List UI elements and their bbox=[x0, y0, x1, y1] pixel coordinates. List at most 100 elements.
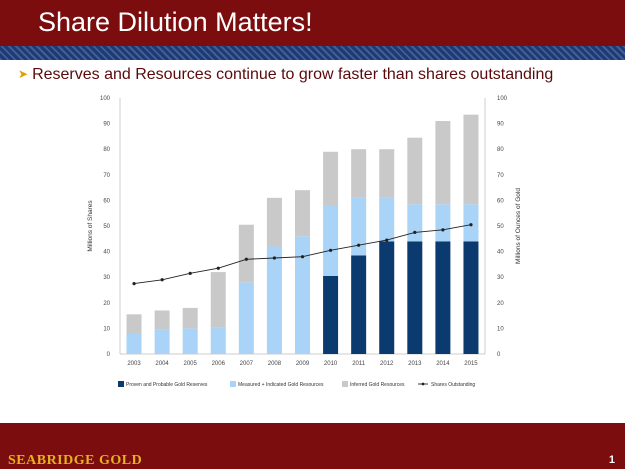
x-tick-label: 2006 bbox=[212, 361, 226, 367]
shares-point bbox=[469, 223, 473, 227]
bullet-text: Reserves and Resources continue to grow … bbox=[32, 66, 554, 83]
x-tick-label: 2014 bbox=[436, 361, 450, 367]
legend-swatch bbox=[118, 381, 124, 387]
bar-segment bbox=[266, 197, 282, 247]
left-axis-title: Millions of Shares bbox=[87, 200, 94, 252]
bar-segment bbox=[407, 137, 423, 205]
right-tick-label: 50 bbox=[497, 224, 504, 230]
left-tick-label: 40 bbox=[103, 250, 110, 256]
left-tick-label: 20 bbox=[103, 301, 110, 307]
right-tick-label: 60 bbox=[497, 198, 504, 204]
gold-shares-chart: 0 0 10 10 20 20 30 30 40 40 50 50 60 60 70 70 80 80 90 90 10… bbox=[87, 96, 522, 388]
right-axis-title: Millions of Ounces of Gold bbox=[515, 188, 522, 264]
bar-segment bbox=[379, 149, 395, 198]
x-tick-label: 2015 bbox=[464, 361, 478, 367]
right-tick-label: 0 bbox=[497, 352, 501, 358]
bar-segment bbox=[182, 328, 198, 354]
bar-segment bbox=[463, 241, 479, 354]
shares-point bbox=[413, 230, 417, 234]
x-tick-label: 2004 bbox=[155, 361, 169, 367]
left-tick-label: 50 bbox=[103, 224, 110, 230]
x-tick-label: 2011 bbox=[352, 361, 366, 367]
x-tick-label: 2009 bbox=[296, 361, 310, 367]
legend-label: Inferred Gold Resources bbox=[350, 382, 405, 388]
x-tick-label: 2013 bbox=[408, 361, 422, 367]
right-tick-label: 20 bbox=[497, 301, 504, 307]
shares-point bbox=[272, 256, 277, 260]
bar-segment bbox=[154, 310, 170, 330]
legend-swatch bbox=[230, 381, 236, 387]
arrow-bullet-icon: ➤ bbox=[18, 67, 29, 81]
left-tick-label: 70 bbox=[103, 173, 110, 179]
bar-segment bbox=[351, 197, 367, 256]
bar-segment bbox=[295, 236, 310, 354]
x-tick-label: 2012 bbox=[380, 361, 394, 367]
bar-segment bbox=[323, 275, 339, 354]
legend-swatch bbox=[342, 381, 348, 387]
bar-segment bbox=[323, 151, 339, 206]
shares-point bbox=[244, 257, 248, 261]
right-tick-label: 90 bbox=[497, 122, 504, 128]
shares-point bbox=[132, 282, 136, 286]
x-tick-label: 2008 bbox=[268, 361, 282, 367]
bar-segment bbox=[351, 149, 367, 198]
x-tick-label: 2010 bbox=[324, 361, 338, 367]
right-tick-label: 30 bbox=[497, 275, 504, 281]
title-bar: Share Dilution Matters! bbox=[0, 0, 625, 46]
legend-label: Proven and Probable Gold Reserves bbox=[126, 382, 208, 388]
right-tick-label: 70 bbox=[497, 173, 504, 179]
bar-segment bbox=[126, 333, 142, 354]
right-tick-label: 40 bbox=[497, 250, 504, 256]
x-tick-label: 2005 bbox=[184, 361, 198, 367]
bar-segment bbox=[238, 282, 254, 354]
left-tick-label: 30 bbox=[103, 275, 110, 281]
x-tick-label: 2007 bbox=[240, 361, 254, 367]
bar-segment bbox=[210, 327, 226, 354]
shares-point bbox=[357, 243, 361, 247]
bar-segment bbox=[407, 204, 423, 242]
bar-segment bbox=[463, 204, 479, 242]
bar-segment bbox=[351, 255, 367, 354]
bar-segment bbox=[463, 114, 479, 205]
legend-line-marker bbox=[421, 382, 425, 386]
bar-segment bbox=[435, 204, 451, 242]
bar-segment bbox=[379, 241, 395, 354]
page-number: 1 bbox=[608, 454, 615, 466]
brand-logo: SEABRIDGE GOLD bbox=[8, 453, 143, 468]
left-tick-label: 10 bbox=[103, 326, 110, 332]
bar-segment bbox=[435, 121, 451, 205]
shares-point bbox=[188, 271, 192, 275]
shares-point bbox=[160, 278, 164, 282]
left-tick-label: 60 bbox=[103, 198, 110, 204]
bar-segment bbox=[210, 272, 226, 328]
left-tick-label: 80 bbox=[103, 147, 110, 153]
left-tick-label: 90 bbox=[103, 122, 110, 128]
bar-segment bbox=[266, 246, 282, 354]
footer-bar: SEABRIDGE GOLD 1 bbox=[0, 423, 625, 469]
left-tick-label: 0 bbox=[107, 352, 111, 358]
right-tick-label: 100 bbox=[497, 96, 508, 102]
shares-point bbox=[328, 248, 333, 252]
slide-title: Share Dilution Matters! bbox=[38, 7, 313, 37]
shares-point bbox=[385, 238, 389, 242]
bar-segment bbox=[379, 197, 395, 242]
decorative-stripe bbox=[0, 46, 625, 60]
bar-segment bbox=[182, 307, 198, 329]
right-tick-label: 10 bbox=[497, 326, 504, 332]
legend-label: Shares Outstanding bbox=[431, 382, 475, 388]
bar-segment bbox=[407, 241, 423, 354]
bar-segment bbox=[126, 314, 142, 334]
bullet-point: ➤ Reserves and Resources continue to grow… bbox=[18, 66, 553, 84]
legend-label: Measured + Indicated Gold Resources bbox=[238, 382, 324, 388]
bar-segment bbox=[435, 241, 451, 354]
bar-segment bbox=[154, 329, 170, 354]
shares-point bbox=[300, 255, 305, 259]
bar-segment bbox=[238, 224, 254, 283]
right-tick-label: 80 bbox=[497, 147, 504, 153]
bar-segment bbox=[295, 190, 310, 237]
bar-segment bbox=[323, 205, 339, 276]
shares-point bbox=[441, 228, 445, 232]
left-tick-label: 100 bbox=[100, 96, 111, 102]
shares-point bbox=[216, 266, 220, 270]
x-tick-label: 2003 bbox=[127, 361, 141, 367]
